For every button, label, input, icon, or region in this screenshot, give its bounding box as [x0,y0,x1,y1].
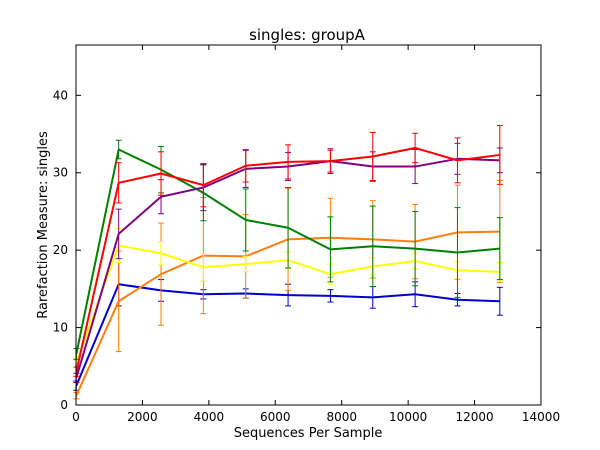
x-tick-label: 12000 [455,410,493,424]
plot-frame [75,44,542,406]
x-tick-label: 0 [72,410,80,424]
y-tick-label: 10 [53,321,68,335]
plot-area [73,125,503,400]
series-line [75,283,500,387]
x-tick-label: 2000 [127,410,158,424]
axes: 0 2000 4000 6000 8000 10000 12000 14000 0 10 20 30 4… [53,45,560,424]
y-tick-label: 30 [53,166,68,180]
x-tick-label: 14000 [522,410,560,424]
x-tick-label: 4000 [194,410,225,424]
series-line [75,146,500,372]
x-tick-label: 10000 [389,410,427,424]
series-line [75,148,500,355]
x-axis-title: Sequences Per Sample [234,426,383,441]
chart-title: singles: groupA [249,26,366,44]
x-tick-label: 8000 [326,410,357,424]
x-tick-label: 6000 [260,410,291,424]
y-axis-title: Rarefaction Measure: singles [36,131,51,319]
y-tick-label: 0 [60,398,68,412]
y-tick-label: 20 [53,243,68,257]
y-tick-label: 40 [53,88,68,102]
series-4 [73,139,503,360]
